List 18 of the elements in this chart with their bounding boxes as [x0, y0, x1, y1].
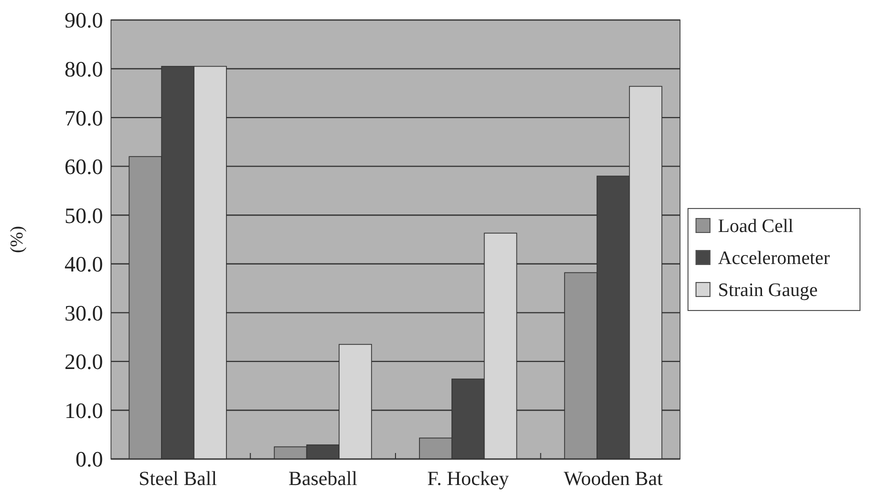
x-tick-label: Wooden Bat [564, 468, 664, 490]
legend-label: Strain Gauge [718, 280, 818, 302]
y-axis-title: (%) [6, 226, 26, 253]
y-tick-label: 30.0 [64, 300, 103, 326]
y-tick-label: 50.0 [64, 202, 103, 228]
y-tick-label: 60.0 [64, 154, 103, 180]
x-tick-label: Baseball [288, 468, 358, 490]
y-tick-label: 90.0 [64, 8, 103, 33]
legend-label: Load Cell [718, 216, 794, 238]
y-tick-label: 40.0 [64, 252, 103, 277]
y-tick-label: 80.0 [64, 56, 103, 82]
y-tick-label: 70.0 [64, 105, 103, 130]
y-tick-label: 20.0 [64, 349, 103, 374]
x-tick-label: F. Hockey [427, 468, 509, 490]
x-tick-label: Steel Ball [138, 468, 218, 490]
y-tick-label: 10.0 [64, 398, 103, 423]
y-tick-label: 0.0 [76, 446, 103, 472]
legend-label: Accelerometer [718, 248, 830, 270]
